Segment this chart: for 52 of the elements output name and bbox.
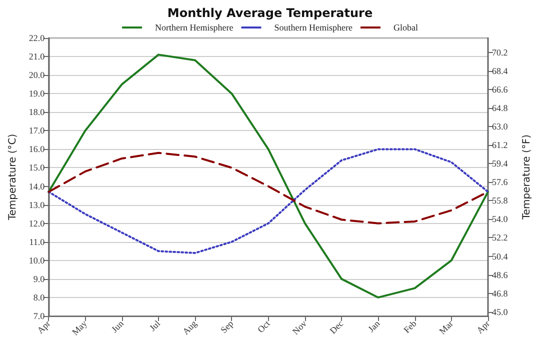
legend-label: Southern Hemisphere — [274, 22, 352, 32]
y2-tick-label: 66.6 — [492, 84, 508, 94]
y2-axis-title: Temperature (°F) — [522, 134, 532, 221]
y2-tick-label: 54.0 — [492, 214, 508, 224]
line-series — [48, 54, 489, 298]
y-tick-label: 14.0 — [28, 181, 46, 192]
y2-tick-label: 68.4 — [492, 66, 508, 76]
y-tick-label: 18.0 — [28, 107, 46, 118]
legend-label: Northern Hemisphere — [155, 22, 234, 32]
y2-tick-label: 63.0 — [492, 122, 508, 132]
x-tick-label: Mar — [437, 318, 455, 336]
y-tick-label: 10.0 — [28, 255, 46, 266]
x-tick-label: Aug — [180, 318, 199, 336]
legend-label: Global — [393, 22, 418, 32]
y-tick-label: 21.0 — [28, 52, 46, 62]
y-tick-label: 9.0 — [33, 274, 46, 284]
y2-tick-label: 46.8 — [492, 288, 508, 298]
y-tick-label: 11.0 — [29, 236, 46, 247]
y-tick-label: 13.0 — [28, 200, 46, 210]
y-tick-label: 8.0 — [33, 292, 46, 302]
y2-tick-label: 50.4 — [492, 251, 508, 262]
y2-tick-label: 64.8 — [492, 103, 508, 114]
y-tick-label: 20.0 — [28, 70, 46, 80]
y2-tick-label: 52.2 — [492, 232, 508, 243]
x-tick-label: Jan — [366, 318, 382, 334]
x-tick-label: Apr — [474, 318, 492, 336]
x-tick-label: Feb — [402, 318, 419, 336]
y2-tick-label: 61.2 — [492, 140, 508, 150]
y-tick-label: 17.0 — [28, 126, 46, 136]
y-tick-label: 16.0 — [28, 144, 46, 154]
y2-tick-label: 48.6 — [492, 270, 508, 280]
x-tick-label: Nov — [290, 318, 309, 336]
chart-title: Monthly Average Temperature — [167, 6, 373, 20]
y-tick-label: 19.0 — [28, 88, 46, 99]
x-tick-label: Sep — [218, 318, 236, 336]
y2-tick-label: 45.0 — [492, 306, 508, 317]
y-tick-label: 7.0 — [33, 311, 46, 321]
x-tick-label: May — [70, 318, 90, 338]
y-tick-label: 22.0 — [28, 33, 46, 43]
y-axis-title: Temperature (°C) — [8, 134, 18, 222]
x-tick-label: Jul — [148, 318, 162, 333]
x-tick-label: Apr — [35, 318, 52, 336]
line-series — [48, 148, 489, 254]
y-tick-label: 12.0 — [28, 218, 46, 228]
x-tick-label: Jun — [110, 318, 126, 334]
y-tick-label: 15.0 — [28, 162, 46, 173]
y2-tick-label: 59.4 — [492, 158, 508, 169]
y2-tick-label: 55.8 — [492, 196, 508, 206]
x-tick-label: Dec — [328, 318, 346, 336]
y2-tick-label: 57.6 — [492, 177, 508, 188]
x-tick-label: Oct — [256, 318, 272, 335]
y2-tick-label: 70.2 — [492, 47, 508, 58]
